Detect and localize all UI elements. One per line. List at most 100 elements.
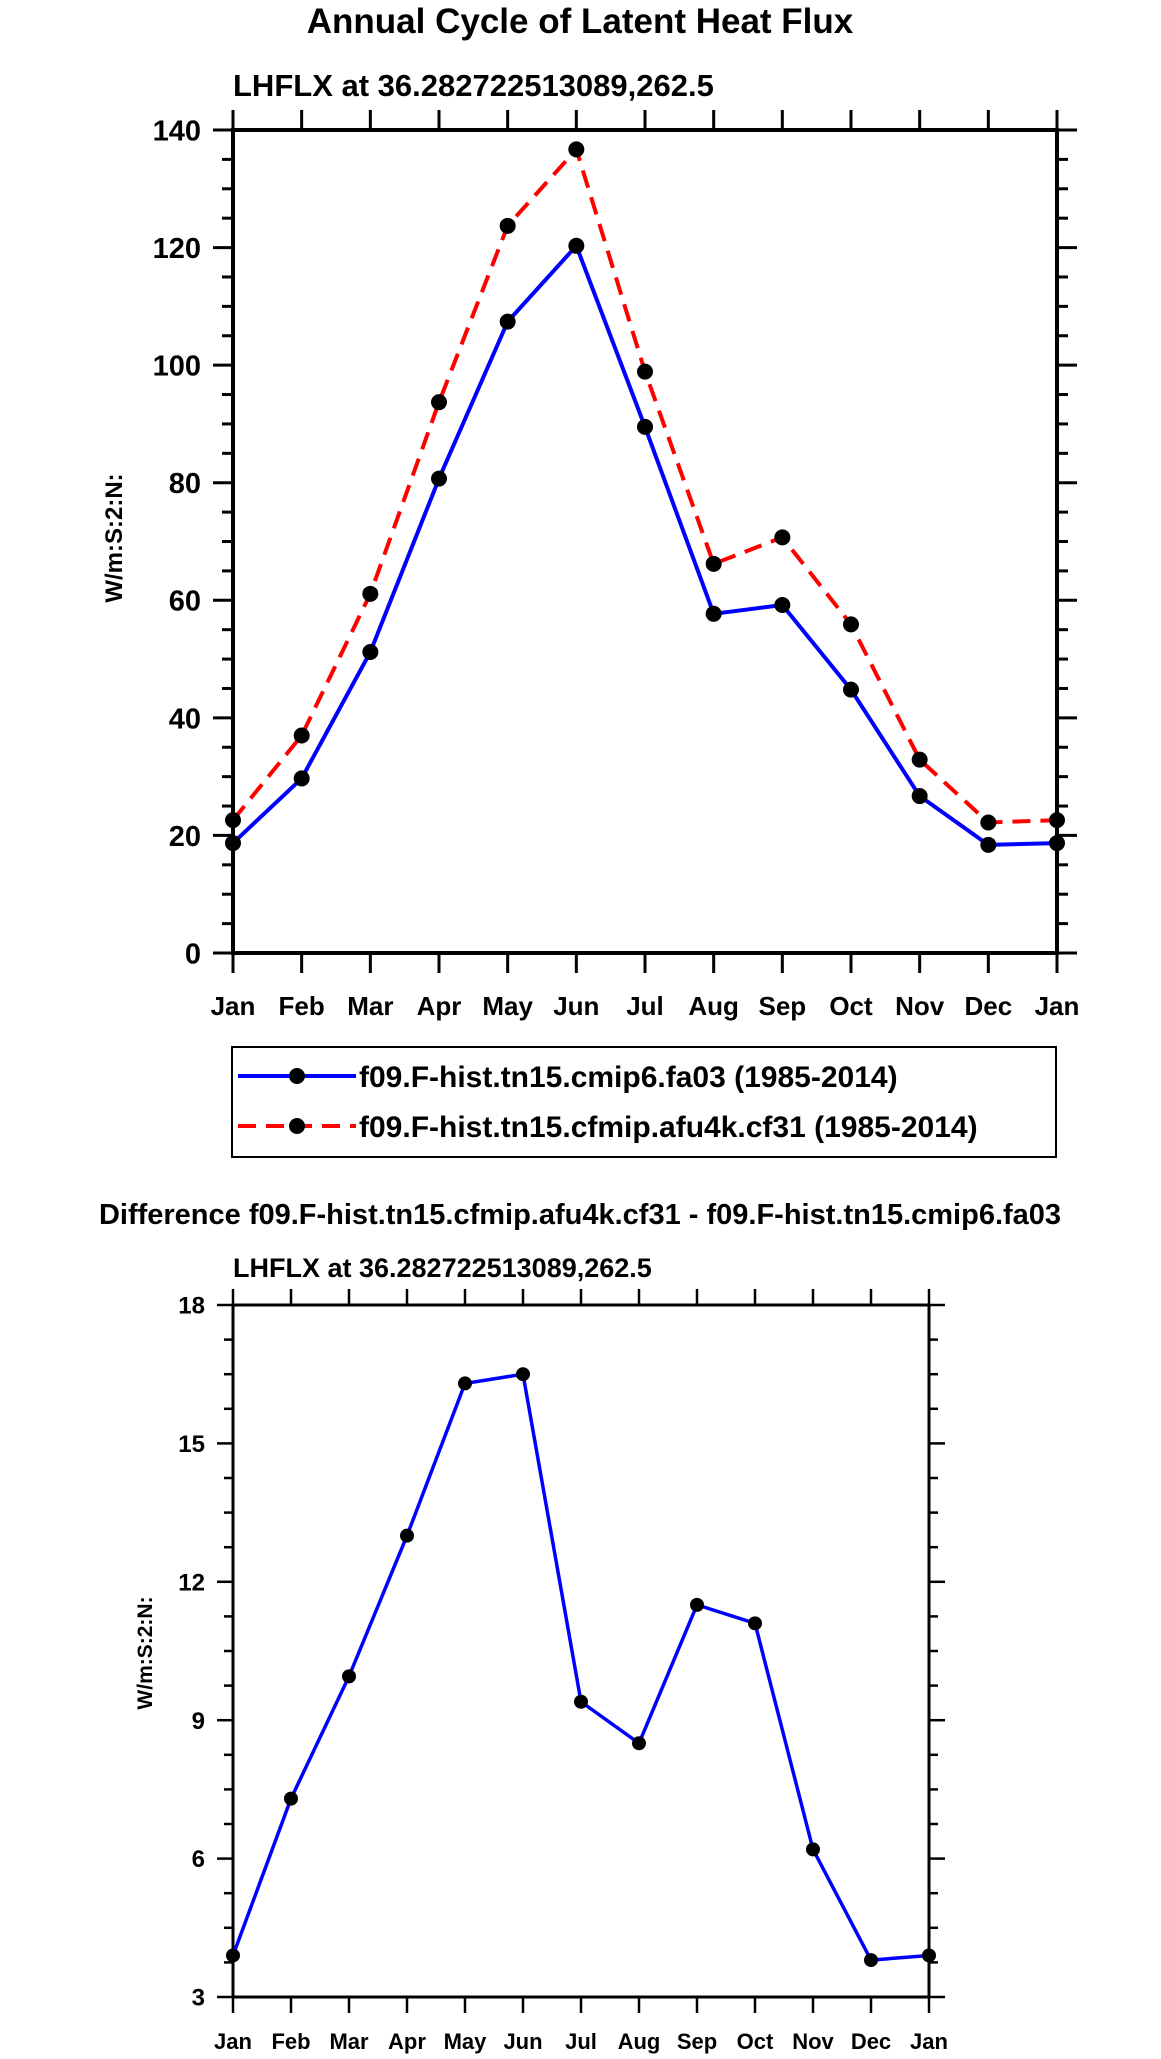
- data-point-series-1-jun-5: [568, 237, 585, 254]
- y-tick-label-12: 12: [178, 1569, 205, 1596]
- data-point-series-1-mar-2: [342, 1669, 356, 1684]
- chart2-plot-frame: [231, 1303, 931, 1999]
- legend-label-series-2: f09.F-hist.tn15.cfmip.afu4k.cf31 (1985-2…: [359, 1111, 978, 1144]
- y-tick-label-20: 20: [169, 821, 201, 853]
- chart1-y-axis-label: W/m:S:2:N:: [101, 473, 128, 602]
- data-point-series-1-jan-0: [225, 835, 241, 852]
- x-tick-label-dec: Dec: [851, 2029, 891, 2054]
- y-tick-label-3: 3: [192, 1985, 205, 2012]
- data-point-series-2-jan-12: [1049, 812, 1065, 829]
- x-tick-label-nov: Nov: [792, 2029, 834, 2054]
- x-tick-label-apr: Apr: [417, 991, 462, 1021]
- x-tick-label-sep: Sep: [677, 2029, 717, 2054]
- data-point-series-1-sep-8: [690, 1597, 704, 1612]
- chart1-title: Annual Cycle of Latent Heat Flux: [307, 2, 854, 41]
- legend-label-series-1: f09.F-hist.tn15.cmip6.fa03 (1985-2014): [359, 1061, 898, 1094]
- x-tick-label-feb: Feb: [279, 991, 325, 1021]
- x-tick-label-jan: Jan: [214, 2029, 252, 2054]
- legend-marker-series-1: [289, 1068, 305, 1084]
- data-point-series-2-dec-11: [980, 814, 997, 831]
- data-point-series-2-may-4: [499, 217, 516, 234]
- x-tick-label-aug: Aug: [688, 991, 739, 1021]
- chart2-x-tick-labels: Jan Feb Mar Apr May Jun Jul Aug Sep Oct Nov Dec Jan: [214, 2029, 948, 2054]
- chart2-subtitle: LHFLX at 36.282722513089,262.5: [233, 1253, 652, 1283]
- chart1-subtitle: LHFLX at 36.282722513089,262.5: [233, 68, 714, 103]
- y-tick-label-120: 120: [153, 233, 201, 265]
- data-point-series-1-jul-6: [637, 418, 653, 435]
- data-point-series-1-oct-9: [748, 1616, 762, 1631]
- chart2-title: Difference f09.F-hist.tn15.cfmip.afu4k.c…: [99, 1199, 1061, 1231]
- series-line-1: [231, 243, 1058, 847]
- chart1-plot-frame: [231, 128, 1059, 955]
- x-tick-label-dec: Dec: [964, 991, 1012, 1021]
- chart2-ticks: [217, 1289, 945, 2013]
- x-tick-label-mar: Mar: [347, 991, 393, 1021]
- data-point-series-1-sep-8: [774, 596, 791, 613]
- data-point-series-1-jan-0: [226, 1948, 240, 1963]
- y-tick-label-6: 6: [192, 1846, 205, 1873]
- difference-chart: Difference f09.F-hist.tn15.cfmip.afu4k.c…: [99, 1199, 1061, 2054]
- x-tick-label-apr: Apr: [388, 2029, 426, 2054]
- x-tick-label-jan: Jan: [910, 2029, 948, 2054]
- y-tick-label-100: 100: [153, 351, 201, 383]
- data-point-series-1-nov-10: [911, 788, 928, 805]
- x-tick-label-jan: Jan: [1035, 991, 1080, 1021]
- y-tick-label-60: 60: [169, 586, 201, 618]
- data-point-series-1-apr-3: [431, 470, 447, 487]
- data-point-series-1-jan-12: [1049, 835, 1065, 852]
- data-point-series-2-jun-5: [568, 141, 585, 158]
- x-tick-label-aug: Aug: [618, 2029, 661, 2054]
- data-point-series-2-apr-3: [431, 394, 447, 411]
- x-tick-label-feb: Feb: [271, 2029, 310, 2054]
- data-point-series-2-feb-1: [293, 727, 310, 744]
- y-tick-label-9: 9: [192, 1708, 205, 1735]
- data-point-series-2-mar-2: [362, 585, 379, 602]
- data-point-series-1-jul-6: [574, 1694, 588, 1709]
- legend-box: [231, 1046, 1057, 1158]
- data-point-series-1-jun-5: [516, 1367, 530, 1382]
- data-point-series-2-jan-0: [225, 812, 241, 829]
- data-point-series-1-jan-12: [922, 1948, 936, 1963]
- chart2-y-axis-label: W/m:S:2:N:: [134, 1596, 157, 1709]
- legend-marker-series-2: [289, 1118, 305, 1134]
- x-tick-label-may: May: [444, 2029, 488, 2054]
- x-tick-label-jul: Jul: [626, 991, 664, 1021]
- data-point-series-2-aug-7: [705, 555, 722, 572]
- data-point-series-2-oct-9: [843, 616, 859, 633]
- chart1-series: [225, 141, 1065, 853]
- data-point-series-1-apr-3: [400, 1528, 414, 1543]
- chart1-legend: f09.F-hist.tn15.cmip6.fa03 (1985-2014) f…: [231, 1046, 1057, 1158]
- x-tick-label-jun: Jun: [503, 2029, 542, 2054]
- data-point-series-1-dec-11: [864, 1953, 878, 1968]
- y-tick-label-15: 15: [178, 1431, 205, 1458]
- chart2-series: [226, 1367, 936, 1968]
- x-tick-label-sep: Sep: [758, 991, 806, 1021]
- data-point-series-1-aug-7: [705, 605, 722, 622]
- chart1-y-tick-labels: 0 20 40 60 80 100 120 140: [153, 115, 201, 970]
- data-point-series-1-oct-9: [843, 681, 859, 698]
- series-line-2: [231, 147, 1058, 825]
- annual-cycle-chart: Annual Cycle of Latent Heat Flux LHFLX a…: [101, 2, 1080, 1158]
- chart2-y-tick-labels: 3 6 9 12 15 18: [178, 1293, 205, 2012]
- data-point-series-1-may-4: [499, 313, 516, 330]
- data-point-series-1-may-4: [458, 1376, 472, 1391]
- data-point-series-2-sep-8: [774, 529, 791, 546]
- series-line-1: [231, 1372, 930, 1962]
- data-point-series-1-feb-1: [284, 1791, 298, 1806]
- x-tick-label-jan: Jan: [211, 991, 256, 1021]
- x-tick-label-mar: Mar: [329, 2029, 369, 2054]
- x-tick-label-jun: Jun: [553, 991, 599, 1021]
- chart1-ticks: [213, 110, 1077, 973]
- data-point-series-2-jul-6: [637, 363, 653, 380]
- x-tick-label-jul: Jul: [565, 2029, 597, 2054]
- x-tick-label-nov: Nov: [895, 991, 945, 1021]
- data-point-series-1-dec-11: [980, 836, 997, 853]
- x-tick-label-may: May: [482, 991, 533, 1021]
- x-tick-label-oct: Oct: [737, 2029, 774, 2054]
- data-point-series-1-feb-1: [293, 770, 310, 787]
- y-tick-label-80: 80: [169, 468, 201, 500]
- y-tick-label-0: 0: [185, 938, 201, 970]
- y-tick-label-40: 40: [169, 703, 201, 735]
- chart1-x-tick-labels: Jan Feb Mar Apr May Jun Jul Aug Sep Oct Nov Dec Jan: [211, 991, 1080, 1021]
